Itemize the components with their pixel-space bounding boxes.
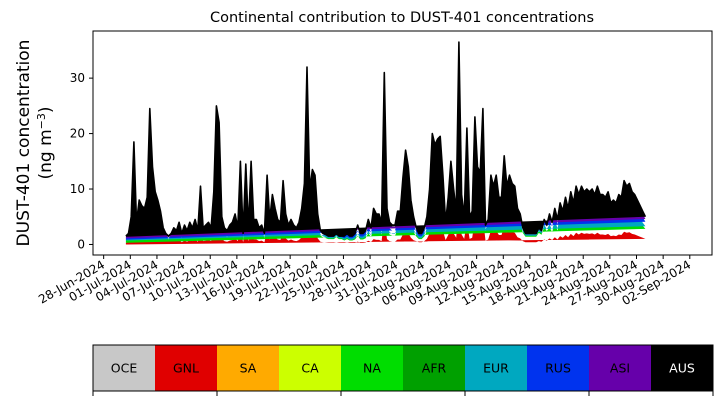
legend-swatch-rus (527, 345, 589, 391)
legend-swatch-gnl (155, 345, 217, 391)
y-axis-label-line1: DUST-401 concentration (14, 40, 34, 247)
area-gnl (125, 204, 646, 245)
legend-label-ca: CA (301, 361, 319, 376)
y-tick-label: 30 (70, 71, 85, 85)
area-aus (125, 42, 646, 237)
legend-swatch-asi (589, 345, 651, 391)
legend-swatch-ca (279, 345, 341, 391)
legend-label-aus: AUS (669, 361, 695, 376)
plot-frame (92, 30, 713, 256)
stacked-areas (125, 41, 647, 245)
legend-swatch-sa (217, 345, 279, 391)
legend-swatch-afr (403, 345, 465, 391)
y-axis-label: DUST-401 concentration (ng m−3) (14, 40, 56, 247)
legend-frame (92, 344, 714, 392)
legend-swatch-na (341, 345, 403, 391)
y-tick-label: 0 (77, 237, 85, 251)
legend-swatch-oce (93, 345, 155, 391)
legend-label-sa: SA (240, 361, 257, 376)
legend-label-rus: RUS (545, 361, 571, 376)
axes: 010203028-Jun-202401-Jul-202404-Jul-2024… (36, 30, 713, 308)
y-tick-label: 20 (70, 127, 85, 141)
legend-label-gnl: GNL (173, 361, 199, 376)
total-line (125, 41, 647, 237)
legend-swatch-aus (651, 345, 713, 391)
chart-title: Continental contribution to DUST-401 con… (210, 10, 594, 26)
legend-label-na: NA (363, 361, 381, 376)
legend-label-asi: ASI (610, 361, 630, 376)
y-axis-label-line2: (ng m−3) (35, 106, 57, 179)
legend-label-oce: OCE (111, 361, 138, 376)
legend-swatch-eur (465, 345, 527, 391)
legend-label-eur: EUR (483, 361, 509, 376)
legend: OCE GNL SA CA NA AFR EUR RUS ASI AUS (92, 344, 714, 396)
legend-label-afr: AFR (422, 361, 447, 376)
y-tick-label: 10 (70, 182, 85, 196)
